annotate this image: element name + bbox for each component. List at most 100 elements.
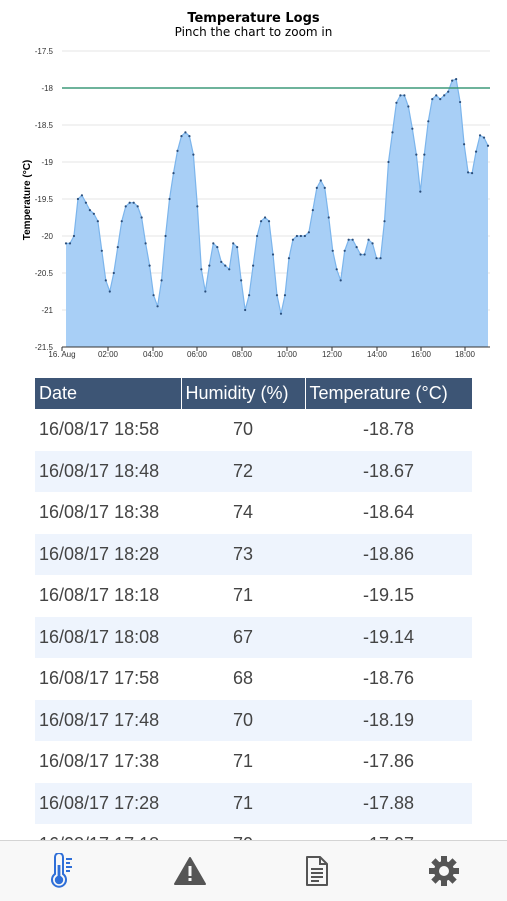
- data-point: [84, 201, 88, 204]
- cell-date: 16/08/17 18:28: [35, 533, 181, 575]
- data-point: [68, 242, 72, 245]
- cell-humidity: 71: [232, 585, 254, 606]
- y-tick-label: -17.5: [35, 47, 54, 56]
- data-point: [152, 294, 155, 297]
- data-point: [136, 205, 139, 208]
- x-tick-label: 14:00: [367, 350, 388, 359]
- data-point: [299, 234, 302, 238]
- data-point: [92, 212, 95, 215]
- x-tick-label: 18:00: [455, 350, 476, 359]
- data-point: [224, 264, 227, 267]
- cell-humidity: 67: [181, 616, 305, 658]
- tab-settings[interactable]: [380, 841, 507, 901]
- header-humidity[interactable]: Humidity (%): [181, 378, 306, 409]
- x-tick-label: 02:00: [98, 350, 119, 359]
- data-point: [128, 201, 131, 204]
- data-point: [180, 135, 183, 138]
- data-point: [351, 238, 354, 241]
- table-row[interactable]: 16/08/17 18:58 70 -18.78: [35, 409, 472, 451]
- data-point: [307, 231, 310, 234]
- x-tick-label: 08:00: [232, 350, 253, 359]
- data-point: [255, 234, 259, 238]
- data-point: [291, 238, 295, 241]
- data-point: [220, 260, 223, 263]
- thermometer-icon: [51, 853, 73, 888]
- data-point: [196, 205, 199, 208]
- cell-date: 16/08/17 17:48: [35, 699, 181, 741]
- cell-temperature: -17.86: [362, 751, 415, 772]
- cell-humidity: 70: [181, 699, 305, 741]
- data-point: [275, 294, 279, 297]
- y-tick-label: -19: [41, 158, 53, 167]
- data-point: [267, 220, 271, 223]
- data-point: [455, 78, 458, 81]
- data-point: [76, 197, 80, 201]
- data-point: [431, 98, 434, 101]
- table-row[interactable]: 16/08/17 18:08 67 -19.14: [35, 616, 472, 658]
- temperature-chart[interactable]: Temperature Logs Pinch the chart to zoom…: [0, 0, 507, 370]
- data-point: [212, 242, 215, 245]
- data-point: [188, 135, 191, 138]
- table-row[interactable]: 16/08/17 18:18 71 -19.15: [35, 575, 472, 617]
- data-point: [148, 264, 151, 267]
- cell-temperature: -19.14: [305, 616, 472, 658]
- table-row[interactable]: 16/08/17 17:58 68 -18.76: [35, 658, 472, 700]
- data-point: [160, 279, 163, 282]
- data-point: [347, 238, 350, 241]
- table-row[interactable]: 16/08/17 18:48 72 -18.67: [35, 450, 472, 492]
- data-point: [427, 120, 430, 123]
- cell-date: 16/08/17 17:28: [35, 782, 181, 824]
- data-point: [335, 268, 338, 271]
- y-axis-label: Temperature (°C): [22, 160, 33, 241]
- cell-date: 16/08/17 18:48: [35, 450, 181, 492]
- data-point: [482, 136, 486, 139]
- data-point: [72, 234, 76, 238]
- data-point: [371, 242, 374, 245]
- data-point: [463, 143, 466, 146]
- header-date[interactable]: Date: [35, 378, 182, 409]
- data-point: [399, 94, 402, 97]
- cell-humidity: 70: [232, 419, 254, 440]
- y-tick-label: -18.5: [35, 121, 54, 130]
- cell-temperature: -18.64: [362, 502, 415, 523]
- data-point: [315, 186, 318, 189]
- data-point: [283, 294, 287, 297]
- data-point: [192, 153, 195, 156]
- data-point: [486, 144, 490, 147]
- tab-reports[interactable]: [254, 841, 381, 901]
- chart-plot[interactable]: -17.5 -18 -18.5 -19 -19.5 -20 -20.5 -21 -21.516.…: [0, 0, 507, 370]
- data-point: [367, 238, 370, 241]
- data-point: [295, 234, 299, 238]
- cell-date: 16/08/17 18:58: [39, 419, 160, 440]
- data-point: [331, 249, 334, 252]
- data-point: [208, 264, 211, 267]
- table-row[interactable]: 16/08/17 18:38 74 -18.64: [35, 492, 472, 534]
- data-point: [466, 171, 470, 174]
- x-tick-label: 16. Aug: [48, 350, 75, 359]
- cell-temperature: -17.88: [305, 782, 472, 824]
- x-tick-label: 06:00: [187, 350, 208, 359]
- cell-temperature: -19.15: [362, 585, 415, 606]
- table-row[interactable]: 16/08/17 17:48 70 -18.19: [35, 699, 472, 741]
- tab-alerts[interactable]: [127, 841, 254, 901]
- data-point: [383, 220, 386, 223]
- tab-temperature[interactable]: [0, 841, 127, 901]
- table-row[interactable]: 16/08/17 17:38 71 -17.86: [35, 741, 472, 783]
- header-temperature[interactable]: Temperature (°C): [305, 378, 472, 409]
- table-row[interactable]: 16/08/17 18:28 73 -18.86: [35, 533, 472, 575]
- data-point: [303, 234, 306, 238]
- data-point: [104, 279, 107, 282]
- data-point: [339, 279, 342, 282]
- data-point: [228, 268, 231, 271]
- data-point: [248, 294, 251, 297]
- tab-bar: [0, 840, 507, 901]
- data-point: [80, 194, 84, 197]
- data-point: [112, 271, 115, 275]
- table-row[interactable]: 16/08/17 17:28 71 -17.88: [35, 782, 472, 824]
- data-point: [327, 216, 330, 219]
- data-point: [263, 216, 267, 219]
- cell-temperature: -18.86: [305, 533, 472, 575]
- data-point: [478, 134, 482, 137]
- data-point: [168, 197, 171, 201]
- data-point: [132, 201, 135, 204]
